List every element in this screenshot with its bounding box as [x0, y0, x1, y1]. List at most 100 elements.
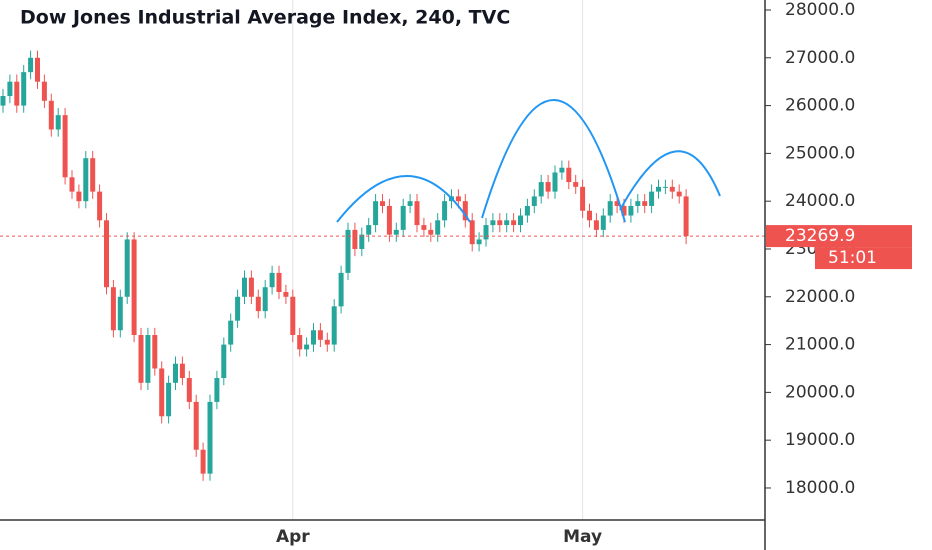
candle-body [104, 220, 109, 288]
y-tick-label: 26000.0 [785, 96, 855, 116]
candle-body [200, 449, 206, 474]
candle-body [186, 378, 192, 402]
drawing-arc [481, 99, 626, 223]
candle-body [138, 335, 144, 383]
candle-body [428, 229, 434, 235]
candle-body [69, 177, 75, 192]
candle-body [97, 191, 103, 221]
candle-body [407, 201, 413, 206]
candle-body [276, 272, 282, 293]
candle-body [435, 220, 441, 235]
candle-body [62, 115, 68, 178]
candle-body [366, 225, 372, 235]
candle-body [524, 205, 530, 216]
y-tick-label: 24000.0 [785, 191, 855, 211]
candle-body [621, 205, 627, 216]
price-label-box [766, 225, 912, 248]
axis-labels: 18000.019000.020000.021000.022000.023000… [276, 0, 912, 547]
countdown-label: 51:01 [828, 248, 877, 268]
candle-body [669, 186, 675, 192]
candle-body [28, 57, 34, 73]
y-tick-label: 19000.0 [785, 430, 855, 450]
candle-body [193, 401, 199, 450]
candle-body [262, 287, 268, 312]
candle-body [614, 201, 620, 206]
candle-body [41, 81, 47, 101]
candle-body [235, 296, 241, 321]
candle-body [317, 330, 323, 340]
candle-body [600, 215, 606, 230]
drawing-arc [619, 150, 721, 211]
candle-body [0, 96, 6, 106]
candle-body [518, 215, 523, 226]
candle-body [255, 296, 261, 312]
candle-body [90, 158, 96, 192]
candles [0, 50, 765, 481]
candle-body [504, 220, 510, 226]
candle-body [656, 186, 661, 192]
last-price-label: 23269.9 [785, 226, 855, 246]
candle-body [21, 72, 27, 106]
candle-body [462, 201, 468, 221]
candle-body [228, 320, 234, 345]
drawing-arc [336, 175, 471, 223]
candle-body [324, 339, 330, 345]
candle-body [676, 191, 682, 197]
candle-body [683, 196, 689, 237]
candle-body [359, 234, 365, 249]
candle-body [587, 210, 592, 221]
y-tick-label: 20000.0 [785, 382, 855, 402]
candle-body [483, 225, 489, 240]
candle-body [35, 57, 40, 82]
candle-body [649, 191, 655, 206]
grid [292, 0, 771, 520]
candle-body [159, 368, 165, 417]
candle-body [566, 167, 572, 183]
candle-body [497, 220, 503, 226]
candle-body [214, 378, 220, 402]
candle-body [580, 186, 586, 211]
countdown-box [815, 247, 912, 270]
candle-body [455, 196, 461, 202]
y-tick-label: 25000.0 [785, 143, 855, 163]
candle-body [545, 182, 551, 192]
candle-body [373, 201, 379, 226]
candle-body [331, 306, 337, 345]
candle-body [393, 229, 399, 235]
candle-body [628, 205, 634, 216]
candle-body [207, 401, 213, 474]
candle-body [531, 196, 537, 206]
candle-body [304, 344, 310, 350]
y-tick-label: 27000.0 [785, 48, 855, 68]
candle-body [311, 330, 316, 345]
candle-body [338, 272, 344, 307]
candle-body [352, 229, 358, 249]
candle-body [607, 201, 613, 216]
candle-body [55, 115, 61, 130]
candle-body [552, 172, 558, 192]
candle-body [538, 182, 544, 197]
y-tick-label: 21000.0 [785, 335, 855, 355]
candle-body [283, 292, 289, 297]
candle-body [635, 201, 641, 206]
candle-body [400, 205, 406, 230]
candle-body [345, 229, 351, 273]
candle-body [117, 296, 123, 331]
candle-body [380, 201, 385, 206]
candle-body [124, 239, 130, 297]
candle-body [14, 81, 20, 106]
candle-body [290, 296, 296, 336]
candle-body [145, 335, 151, 383]
candle-body [83, 158, 89, 202]
candle-body [269, 272, 275, 288]
candle-body [386, 205, 392, 235]
candle-body [7, 81, 13, 97]
candle-body [662, 186, 668, 188]
candle-body [476, 239, 482, 245]
candle-body [131, 239, 137, 336]
candle-body [179, 363, 185, 379]
candle-body [110, 287, 116, 331]
candle-body [173, 363, 178, 383]
